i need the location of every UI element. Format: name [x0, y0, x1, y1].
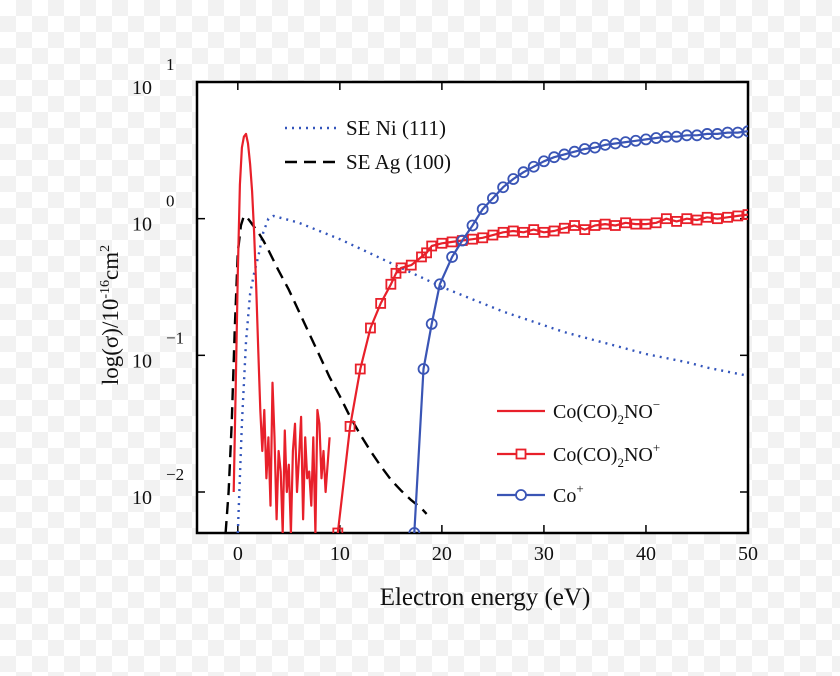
data-point-square — [742, 209, 748, 220]
legend-marker-circle — [515, 489, 527, 501]
data-point-square — [477, 232, 489, 244]
x-tick-label: 40 — [636, 543, 656, 565]
data-point-circle — [425, 317, 438, 330]
x-tick-label: 30 — [534, 543, 554, 565]
y-tick-exponent: −2 — [166, 465, 184, 484]
y-tick-label: 10 — [132, 214, 152, 236]
data-point-square — [660, 213, 672, 225]
data-point-circle — [408, 527, 421, 533]
legend-label: Co(CO)2NO− — [553, 397, 660, 427]
data-point-square — [691, 214, 703, 226]
data-point-circle — [433, 278, 446, 291]
data-point-square — [344, 420, 356, 432]
legend-label: SE Ni (111) — [346, 116, 446, 140]
data-point-square — [579, 224, 591, 236]
data-point-square — [599, 218, 611, 230]
data-point-circle — [497, 181, 510, 194]
legend-label: Co+ — [553, 481, 584, 507]
x-axis-label: Electron energy (eV) — [380, 584, 591, 611]
data-point-square — [620, 217, 631, 229]
data-point-square — [332, 527, 344, 533]
data-point-square — [518, 226, 529, 238]
data-point-square — [354, 363, 366, 375]
data-point-circle — [417, 363, 430, 375]
x-tick-label: 0 — [233, 543, 243, 565]
legend-label: SE Ag (100) — [346, 150, 451, 174]
data-layer — [224, 125, 748, 533]
y-tick-exponent: 1 — [166, 55, 175, 74]
data-point-square — [487, 229, 499, 241]
data-point-circle — [446, 251, 458, 263]
data-point-square — [405, 259, 417, 271]
data-point-circle — [507, 173, 520, 185]
data-point-circle — [742, 125, 748, 138]
y-tick-exponent: 0 — [166, 192, 175, 211]
series-line-0 — [236, 214, 748, 533]
x-tick-label: 20 — [432, 543, 452, 565]
data-point-square — [732, 210, 744, 222]
legend-label: Co(CO)2NO+ — [553, 440, 660, 470]
plot-frame — [195, 80, 750, 535]
data-point-circle — [487, 192, 499, 205]
data-point-square — [436, 237, 448, 249]
y-tick-label: 10 — [132, 350, 152, 372]
y-tick-label: 10 — [132, 77, 152, 99]
series-line-2 — [232, 132, 331, 533]
data-point-square — [507, 225, 519, 237]
data-point-square — [375, 297, 387, 309]
y-tick-label: 10 — [132, 487, 152, 509]
x-tick-label: 10 — [330, 543, 350, 565]
data-point-circle — [476, 203, 489, 216]
data-point-circle — [527, 160, 540, 173]
svg-text:log(σ)/10-16cm2: log(σ)/10-16cm2 — [98, 245, 123, 385]
data-point-square — [640, 218, 652, 230]
data-point-square — [609, 220, 621, 231]
data-point-circle — [538, 155, 550, 168]
data-point-square — [650, 217, 662, 229]
data-point-circle — [517, 166, 530, 179]
data-point-circle — [456, 234, 469, 247]
series-line-3 — [336, 213, 748, 533]
data-point-square — [701, 211, 713, 223]
data-point-square — [385, 278, 397, 290]
x-tick-label: 50 — [738, 543, 758, 565]
y-axis-label: log(σ)/10-16cm2 — [98, 245, 123, 385]
data-point-square — [711, 213, 723, 225]
data-point-square — [426, 240, 438, 252]
data-point-square — [630, 218, 642, 230]
data-point-square — [681, 213, 693, 225]
data-point-square — [395, 262, 407, 274]
data-point-square — [528, 224, 540, 236]
legend-marker-square — [515, 448, 527, 460]
data-point-square — [538, 226, 550, 238]
y-tick-exponent: −1 — [166, 328, 184, 347]
data-point-square — [671, 215, 682, 227]
data-point-square — [558, 222, 570, 234]
data-point-circle — [466, 219, 479, 232]
data-point-square — [365, 322, 376, 334]
data-point-square — [722, 211, 733, 223]
data-point-square — [589, 220, 601, 231]
data-point-square — [497, 226, 509, 238]
data-point-square — [548, 225, 560, 237]
data-point-square — [569, 220, 580, 231]
